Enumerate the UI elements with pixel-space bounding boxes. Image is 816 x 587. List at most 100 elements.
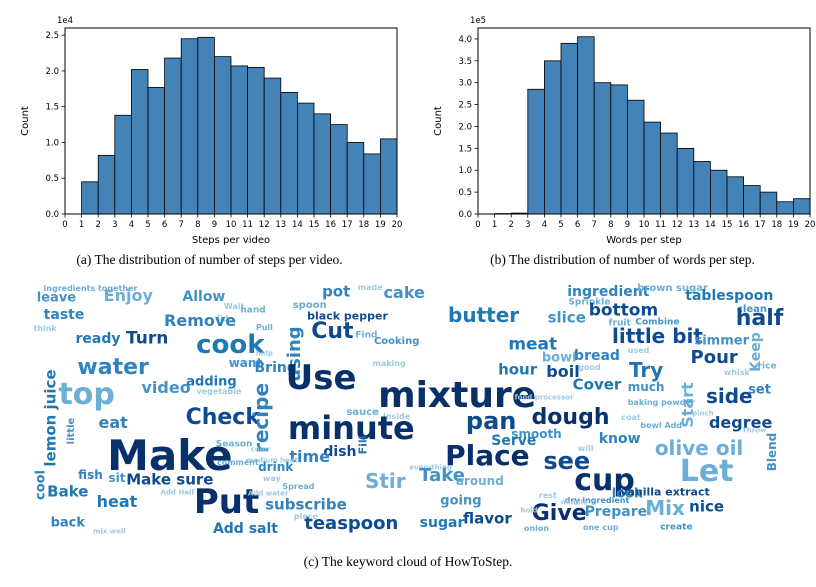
- wordcloud-word: Serve: [491, 433, 537, 450]
- wordcloud-word: lemon juice: [41, 369, 60, 467]
- wordcloud-word: Find: [355, 330, 378, 341]
- wordcloud-word: water: [77, 354, 149, 380]
- svg-text:2: 2: [95, 220, 100, 230]
- svg-text:0.0: 0.0: [458, 210, 472, 220]
- svg-text:12: 12: [671, 220, 682, 230]
- wordcloud-word: Give: [531, 500, 587, 526]
- svg-text:0.0: 0.0: [45, 210, 59, 220]
- wordcloud-word: Mix: [645, 496, 685, 521]
- wordcloud-word: side: [705, 384, 753, 409]
- wordcloud-word: cup: [574, 463, 635, 499]
- wordcloud-word: meat: [508, 334, 558, 355]
- wordcloud-word: Take: [419, 465, 465, 487]
- wordcloud-word: everything: [409, 463, 453, 472]
- svg-text:17: 17: [341, 220, 352, 230]
- svg-text:4: 4: [128, 220, 133, 230]
- wordcloud-word: back: [50, 515, 86, 531]
- wordcloud-word: Combine: [635, 317, 680, 328]
- wordcloud-word: bowl Add: [640, 420, 683, 430]
- wordcloud-word: Let: [679, 454, 734, 490]
- wordcloud-word: bowl: [541, 350, 577, 366]
- svg-text:12: 12: [258, 220, 269, 230]
- wordcloud-word: olive oil: [654, 435, 744, 460]
- wordcloud-word: Remove: [164, 311, 237, 331]
- svg-text:8: 8: [195, 220, 200, 230]
- wordcloud-word: sit: [108, 470, 126, 485]
- wordcloud-word: mixture: [378, 375, 537, 417]
- svg-text:0: 0: [475, 220, 480, 230]
- wordcloud-word: Bring: [254, 359, 297, 376]
- wordcloud-word: dish: [323, 443, 357, 460]
- wordcloud-word: Pour: [690, 346, 738, 368]
- wordcloud-word: Stir: [364, 469, 406, 494]
- svg-text:10: 10: [225, 220, 236, 230]
- wordcloud-word: taste: [43, 306, 85, 323]
- svg-text:2: 2: [508, 220, 513, 230]
- svg-text:16: 16: [325, 220, 336, 230]
- wordcloud-word: one cup: [582, 522, 619, 532]
- wordcloud-word: Turn: [126, 328, 169, 349]
- wordcloud-word: ingredient: [567, 283, 650, 300]
- wordcloud-word: time: [289, 446, 331, 466]
- svg-text:1e4: 1e4: [56, 16, 72, 26]
- svg-text:1e5: 1e5: [469, 16, 485, 26]
- svg-text:13: 13: [688, 220, 699, 230]
- wordcloud-word: Wait: [223, 302, 245, 312]
- wordcloud-word: vanilla extract: [620, 485, 710, 499]
- wordcloud-word: boil: [546, 361, 580, 381]
- svg-text:0.5: 0.5: [458, 188, 472, 198]
- wordcloud-word: half: [735, 305, 784, 331]
- svg-text:3: 3: [525, 220, 530, 230]
- svg-text:5: 5: [558, 220, 563, 230]
- wordcloud-word: rice: [757, 361, 777, 372]
- wordcloud-word: black pepper: [307, 309, 388, 323]
- wordcloud-word: think: [33, 324, 57, 334]
- svg-text:7: 7: [591, 220, 596, 230]
- svg-text:14: 14: [704, 220, 715, 230]
- wordcloud-word: Allow: [182, 288, 226, 305]
- svg-text:8: 8: [608, 220, 613, 230]
- wordcloud-word: fruit: [608, 318, 631, 329]
- svg-text:6: 6: [574, 220, 579, 230]
- svg-text:4.0: 4.0: [458, 35, 472, 45]
- wordcloud: ingredients together leave Enjoy Allow Wait p…: [30, 282, 786, 542]
- caption-a: (a) The distribution of number of steps …: [76, 252, 343, 267]
- wordcloud-word: good: [578, 362, 601, 372]
- figure-panel-a: 0 1 2 3 4 5 6 7 8 9 10 11 12 13 14 15 16 17 18 19 20 0.0 0.5 1.…: [16, 10, 403, 268]
- svg-text:9: 9: [624, 220, 629, 230]
- wordcloud-word: clean: [736, 303, 767, 315]
- wordcloud-word: leave: [36, 290, 77, 306]
- svg-text:1: 1: [78, 220, 83, 230]
- svg-text:2.0: 2.0: [45, 67, 59, 77]
- wordcloud-word: onion: [523, 524, 550, 534]
- svg-text:11: 11: [242, 220, 253, 230]
- svg-text:Words per step: Words per step: [606, 235, 682, 246]
- svg-text:1.0: 1.0: [45, 138, 59, 148]
- svg-text:18: 18: [358, 220, 369, 230]
- wordcloud-word: Place: [445, 438, 530, 472]
- svg-text:0.5: 0.5: [45, 174, 59, 184]
- wordcloud-word: sugar: [419, 514, 465, 531]
- svg-text:1.5: 1.5: [45, 103, 59, 113]
- wordcloud-word: Make: [107, 430, 233, 480]
- wordcloud-word: Blend: [765, 432, 780, 471]
- svg-text:11: 11: [655, 220, 666, 230]
- histogram-steps-per-video: 0 1 2 3 4 5 6 7 8 9 10 11 12 13 14 15 16 17 18 19 200.00.51.…: [20, 16, 402, 246]
- wordcloud-word: made: [357, 282, 383, 292]
- svg-text:3.5: 3.5: [458, 57, 472, 67]
- wordcloud-word: whisk: [723, 368, 750, 377]
- wordcloud-word: dough: [531, 405, 610, 431]
- wordcloud-word: way: [263, 473, 281, 483]
- svg-text:Count: Count: [433, 106, 444, 136]
- svg-text:2.5: 2.5: [458, 101, 472, 111]
- wordcloud-word: smooth: [511, 426, 562, 441]
- wordcloud-word: drink: [258, 460, 294, 475]
- wordcloud-word: inside: [383, 411, 411, 421]
- wordcloud-word: Try: [628, 358, 664, 383]
- wordcloud-word: Sprinkle: [568, 297, 611, 308]
- wordcloud-word: Pull: [255, 322, 273, 332]
- wordcloud-word: see: [543, 446, 591, 475]
- wordcloud-word: slice: [547, 308, 586, 327]
- svg-text:0: 0: [62, 220, 67, 230]
